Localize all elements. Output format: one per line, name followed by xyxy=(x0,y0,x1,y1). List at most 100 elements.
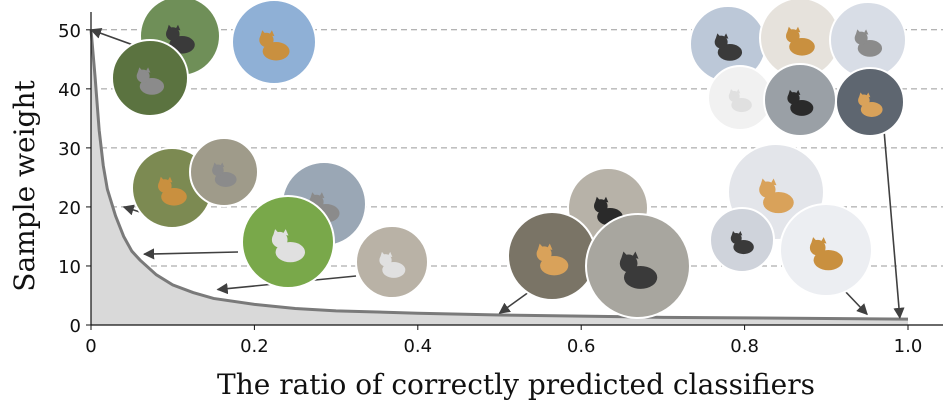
axes xyxy=(90,12,943,326)
annotation-arrow-2 xyxy=(142,248,239,260)
cat-white-face-cat-body xyxy=(789,38,815,56)
cat-black-white-snow-cat-ear-left xyxy=(760,178,767,187)
cat-grey-closeup-cat-body xyxy=(717,44,743,61)
cat-black-snow-cat-head xyxy=(730,232,742,244)
cat-grey-fluffy-cat-ear-left xyxy=(788,89,794,96)
cat-tabby-on-branch-cat-ear-right xyxy=(167,176,173,183)
cat-lying-pavement-cat-head xyxy=(619,254,638,273)
cat-tabby-snow-cat-head xyxy=(809,239,826,256)
cat-tabby-portrait-cat-ear-right xyxy=(863,29,869,35)
image-cluster-1 xyxy=(131,137,259,229)
y-tick-label-40: 40 xyxy=(58,80,81,101)
cat-white-face-image xyxy=(759,0,841,79)
x-tick-label-4: 0.8 xyxy=(730,336,759,357)
cats-street-group-cat-head xyxy=(379,254,392,267)
cat-in-tree-cat-ear-right xyxy=(175,24,181,31)
cats-street-group-cat-ear-right xyxy=(387,251,393,257)
cat-white-face-cat-head xyxy=(786,29,800,43)
annotation-arrow-1 xyxy=(122,204,141,216)
cat-dark-by-window-cat-body xyxy=(860,102,883,117)
cat-watermarked-cat-head xyxy=(594,199,608,213)
cat-climbing-tree-image xyxy=(189,137,259,207)
cat-orange-on-grass-bubble xyxy=(241,195,335,289)
image-cluster-3 xyxy=(355,225,429,299)
cat-black-white-in-snow-bubble xyxy=(707,65,773,131)
cat-black-on-branch-cat-ear-right xyxy=(268,30,275,37)
series-area xyxy=(91,29,908,326)
image-cluster-4 xyxy=(507,167,691,319)
cat-orange-lying-image xyxy=(507,211,597,301)
cat-tabby-snow-bubble xyxy=(779,203,873,297)
series-line xyxy=(89,29,909,321)
image-cluster-6 xyxy=(689,0,907,137)
cat-grey-fluffy-cat-ear-right xyxy=(795,89,801,95)
cat-tree-top-cat-ear-right xyxy=(145,67,151,73)
cat-black-white-snow-cat-ear-right xyxy=(770,178,777,186)
cat-black-snow-cat-ear-right xyxy=(738,231,743,236)
cat-orange-on-grass-cat-ear-right xyxy=(282,229,289,236)
cat-black-on-branch-image xyxy=(231,0,317,85)
cat-grey-fluffy-cat-body xyxy=(790,100,814,116)
cat-watermarked-cat-ear-left xyxy=(594,196,601,204)
cats-street-group-cat-ear-left xyxy=(380,251,386,258)
cat-orange-on-grass-cat-head xyxy=(271,231,288,248)
cat-climbing-tree-cat-head xyxy=(212,164,224,177)
cat-watermarked-cat-ear-right xyxy=(603,196,609,203)
cat-black-on-branch-cat-ear-left xyxy=(260,30,267,37)
cat-tree-top-bubble xyxy=(111,39,189,117)
cat-grey-closeup-cat-ear-left xyxy=(715,33,721,40)
cat-black-white-in-snow-cat-ear-left xyxy=(729,89,734,95)
x-axis-title: The ratio of correctly predicted classif… xyxy=(217,368,815,401)
cat-orange-lying-cat-head xyxy=(536,246,552,262)
x-tick-label-1: 0.2 xyxy=(240,336,269,357)
cat-black-white-in-snow-cat-body xyxy=(731,98,752,113)
tick-labels: 0 10 20 30 40 50 0 0.2 0.4 0.6 0.8 1.0 xyxy=(58,21,922,357)
cat-tree-top-image xyxy=(111,39,189,117)
cat-tabby-portrait-cat-head xyxy=(854,31,868,45)
cat-lying-pavement-cat-body xyxy=(623,266,658,289)
cat-tabby-snow-cat-body xyxy=(813,250,844,271)
cat-grey-fluffy-bubble xyxy=(763,63,837,137)
image-cluster-5 xyxy=(709,143,873,297)
cat-tree-top-cat-head xyxy=(136,69,150,83)
cats-street-group-image xyxy=(355,225,429,299)
cat-dark-by-window-image xyxy=(835,67,905,137)
cat-tabby-on-branch-cat-head xyxy=(158,179,172,193)
cat-tabby-snow-image xyxy=(779,203,873,297)
cat-black-white-snow-cat-head xyxy=(759,181,776,198)
cat-dark-by-window-bubble xyxy=(835,67,905,137)
cat-white-face-cat-ear-right xyxy=(795,26,801,33)
image-cluster-0 xyxy=(111,0,317,117)
x-tick-label-5: 1.0 xyxy=(894,336,923,357)
cat-grey-closeup-cat-ear-right xyxy=(723,33,729,39)
cat-tabby-portrait-cat-body xyxy=(857,40,883,57)
y-tick-label-50: 50 xyxy=(58,21,81,42)
y-tick-label-30: 30 xyxy=(58,139,81,160)
cat-tree-top-cat-body xyxy=(139,78,165,95)
cat-tabby-snow-cat-ear-right xyxy=(820,237,827,244)
cat-dark-by-window-cat-ear-right xyxy=(865,92,871,98)
x-tick-label-2: 0.4 xyxy=(403,336,432,357)
cat-tabby-portrait-bubble xyxy=(829,1,907,79)
cat-lying-pavement-image xyxy=(585,213,691,319)
cat-in-tree-cat-ear-left xyxy=(166,24,173,32)
cat-black-snow-cat-body xyxy=(733,240,754,255)
cat-tabby-on-branch-cat-ear-left xyxy=(158,176,165,184)
cat-walking-harbor-cat-ear-right xyxy=(318,192,325,199)
y-tick-label-10: 10 xyxy=(58,257,81,278)
cat-orange-on-grass-cat-body xyxy=(275,242,306,263)
cat-black-snow-bubble xyxy=(709,207,775,273)
series-layer xyxy=(89,29,909,326)
cat-walking-harbor-cat-ear-left xyxy=(310,192,317,199)
cat-orange-on-grass-cat-ear-left xyxy=(272,229,280,237)
x-tick-label-0: 0 xyxy=(85,336,96,357)
annotation-arrow-6 xyxy=(883,129,905,320)
cat-orange-lying-cat-ear-right xyxy=(546,243,553,250)
cat-grey-fluffy-cat-head xyxy=(787,92,800,105)
cat-orange-lying-bubble xyxy=(507,211,597,301)
cat-tabby-portrait-image xyxy=(829,1,907,79)
cat-black-white-snow-cat-body xyxy=(763,192,794,214)
cat-black-on-branch-cat-body xyxy=(262,42,290,61)
cats-street-group-bubble xyxy=(355,225,429,299)
